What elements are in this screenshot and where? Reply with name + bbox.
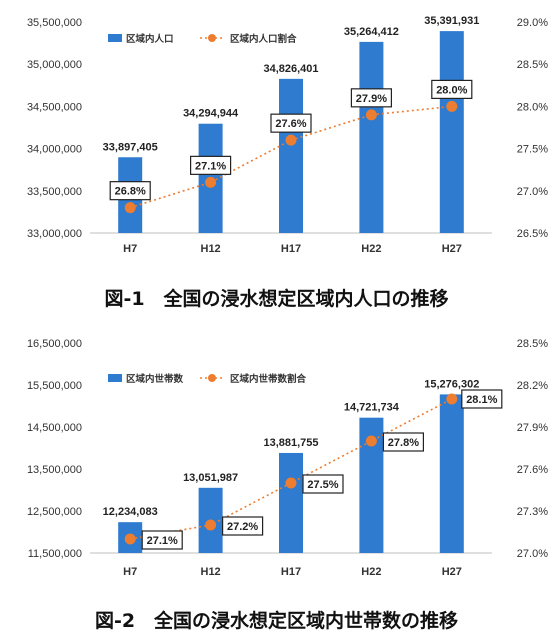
- chart-2-right-tick: 27.0%: [517, 548, 548, 560]
- chart-1-category-label: H22: [361, 243, 381, 255]
- chart-2-bar: [439, 394, 464, 553]
- chart-1-ratio-label: 27.9%: [356, 93, 387, 105]
- chart-1-category-label: H7: [123, 243, 137, 255]
- chart-2-left-tick: 11,500,000: [28, 548, 82, 560]
- chart-1-ratio-label-box: [431, 79, 473, 100]
- chart-2-category-label: H27: [442, 566, 462, 578]
- chart-2-left-tick: 13,500,000: [27, 464, 82, 476]
- chart-1-ratio-point: [205, 176, 217, 188]
- chart-2-ratio-point: [124, 533, 136, 545]
- chart-2-ratio-label: 27.5%: [307, 479, 338, 491]
- chart-2-left-tick: 15,500,000: [27, 380, 82, 392]
- chart-1-ratio-label: 27.6%: [275, 118, 306, 130]
- chart-2-bar-label: 13,881,755: [263, 437, 318, 449]
- chart-2-ratio-point: [285, 477, 297, 489]
- chart-1-title: 図-1 全国の浸水想定区域内人口の推移: [104, 288, 449, 310]
- chart-2-legend-line-label: 区域内世帯数割合: [230, 373, 307, 385]
- chart-1-bar-label: 35,391,931: [424, 15, 479, 27]
- chart-2-right-tick: 27.3%: [517, 506, 548, 518]
- chart-1-bar: [359, 41, 384, 233]
- chart-1-left-tick: 33,500,000: [27, 186, 82, 198]
- chart-1-left-tick: 35,500,000: [27, 17, 82, 29]
- chart-1-ratio-point: [285, 134, 297, 146]
- chart-2-right-tick: 27.9%: [517, 422, 548, 434]
- chart-1-ratio-label: 26.8%: [115, 186, 146, 198]
- chart-2-ratio-label-box: [382, 432, 424, 452]
- chart-1-ratio-label: 28.0%: [436, 84, 467, 96]
- chart-2-left-tick: 16,500,000: [27, 338, 82, 350]
- chart-1-bar: [439, 31, 464, 234]
- chart-1-left-tick: 34,500,000: [27, 101, 82, 113]
- chart-2-ratio-point: [446, 393, 458, 405]
- chart-2-legend-line-marker: [208, 374, 216, 382]
- chart-1-ratio-point: [124, 202, 136, 214]
- chart-1-bar-label: 35,264,412: [344, 26, 399, 38]
- chart-1-legend-bar-label: 区域内人口: [126, 33, 174, 45]
- chart-1-bar: [279, 78, 303, 234]
- chart-1-category-label: H27: [442, 243, 462, 255]
- chart-2-category-label: H12: [201, 566, 221, 578]
- chart-1-right-tick: 27.5%: [517, 144, 548, 156]
- chart-1-ratio-point: [365, 109, 377, 121]
- chart-1-bar-label: 34,826,401: [263, 63, 318, 75]
- chart-1-ratio-label-box: [270, 113, 312, 133]
- chart-1-right-tick: 27.0%: [517, 186, 548, 198]
- chart-2-bar: [279, 452, 303, 553]
- chart-1-ratio-label-box: [350, 88, 392, 108]
- chart-1-ratio-point: [446, 100, 458, 112]
- chart-1-left-tick: 34,000,000: [27, 144, 82, 156]
- chart-2-bar-label: 15,276,302: [424, 378, 479, 390]
- chart-2-category-label: H22: [361, 566, 381, 578]
- chart-1-right-tick: 29.0%: [517, 17, 548, 29]
- chart-2-bar-label: 13,051,987: [183, 472, 238, 484]
- chart-2-ratio-point: [365, 435, 377, 447]
- chart-1-bar-label: 34,294,944: [183, 108, 239, 120]
- chart-2-ratio-label-box: [141, 530, 183, 550]
- chart-1-category-label: H17: [281, 243, 301, 255]
- chart-1-ratio-label: 27.1%: [195, 160, 226, 172]
- chart-2-right-tick: 28.2%: [517, 380, 548, 392]
- chart-1-category-label: H12: [201, 243, 221, 255]
- chart-1-legend-bar-swatch: [108, 34, 122, 42]
- chart-1-right-tick: 28.5%: [517, 59, 548, 71]
- chart-1-right-tick: 28.0%: [517, 101, 548, 113]
- chart-2-ratio-label: 27.8%: [388, 437, 419, 449]
- chart-2-ratio-label-box: [222, 516, 264, 536]
- chart-2-bar-label: 14,721,734: [344, 402, 400, 414]
- chart-2-ratio-label: 27.2%: [227, 521, 258, 533]
- chart-1-ratio-label-box: [190, 155, 232, 175]
- chart-2-ratio-label-box: [302, 474, 344, 494]
- chart-2-ratio-point: [205, 519, 217, 531]
- chart-1-bar-label: 33,897,405: [103, 141, 158, 153]
- chart-2-legend-bar-swatch: [108, 374, 122, 382]
- chart-2-left-tick: 12,500,000: [27, 506, 82, 518]
- chart-2-left-tick: 14,500,000: [27, 422, 82, 434]
- chart-2-right-tick: 28.5%: [517, 338, 548, 350]
- chart-1-left-tick: 33,000,000: [27, 228, 82, 240]
- chart-2-legend-bar-label: 区域内世帯数: [126, 373, 184, 385]
- chart-1-legend-line-marker: [208, 34, 216, 42]
- chart-2-ratio-label: 27.1%: [147, 535, 178, 547]
- chart-2-right-tick: 27.6%: [517, 464, 548, 476]
- chart-1-left-tick: 35,000,000: [27, 59, 82, 71]
- chart-2-category-label: H17: [281, 566, 301, 578]
- chart-2-category-label: H7: [123, 566, 137, 578]
- chart-2-ratio-label: 28.1%: [466, 394, 497, 406]
- chart-1-legend-line-label: 区域内人口割合: [230, 33, 297, 45]
- chart-1-ratio-label-box: [109, 181, 151, 201]
- chart-2-ratio-label-box: [461, 389, 503, 409]
- chart-1-right-tick: 26.5%: [517, 228, 548, 240]
- chart-2-bar-label: 12,234,083: [103, 506, 158, 518]
- chart-2-title: 図-2 全国の浸水想定区域内世帯数の推移: [94, 610, 459, 632]
